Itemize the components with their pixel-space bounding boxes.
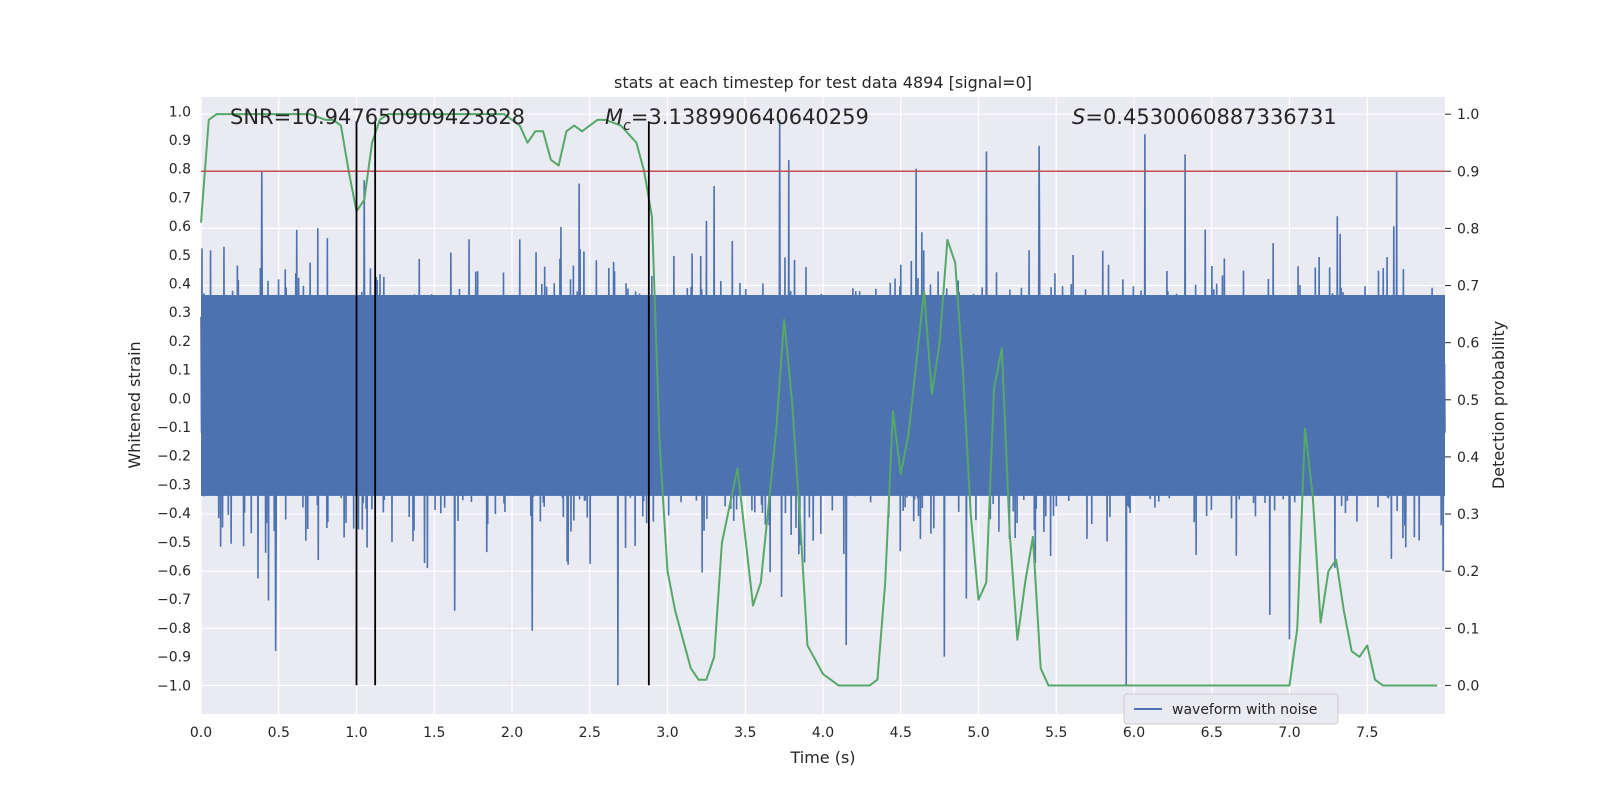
waveform-series [200,119,1446,686]
waveform-core-band [201,295,1445,496]
mc-symbol: M [605,105,623,129]
x-tick-label: 4.5 [890,725,912,741]
s-symbol: S [1072,105,1085,129]
y-tick-label: 0.0 [169,391,191,407]
x-tick-label: 5.5 [1045,725,1067,741]
y-tick-label: 0.6 [169,219,191,235]
x-tick-label: 3.0 [656,725,678,741]
x-tick-label: 1.5 [423,725,445,741]
chart-title: stats at each timestep for test data 489… [614,73,1032,92]
detection-probability-line [200,113,1438,687]
x-tick-label: 5.0 [967,725,989,741]
axis-ticks: 0.0 0.5 1.0 1.5 2.0 2.5 3.0 3.5 4.0 4.5 5.0 5.5 6.0 6… [157,104,1479,741]
x-tick-label: 2.5 [579,725,601,741]
y-tick-label: 0.1 [169,363,191,379]
mc-subscript: c [623,118,631,134]
y-tick-label: 0.3 [169,305,191,321]
y-tick-label: −0.8 [157,621,191,637]
x-tick-label: 0.5 [268,725,290,741]
y2-tick-label: 0.4 [1457,450,1479,466]
y-axis-label: Whitened strain [125,341,144,468]
chirp-mass-annotation: Mc=3.138990640640259 [605,105,869,134]
y-tick-label: 1.0 [169,104,191,120]
y-tick-label: −0.5 [157,535,191,551]
y-tick-label: 0.8 [169,162,191,178]
y-tick-label: 0.4 [169,277,191,293]
y2-tick-label: 0.2 [1457,564,1479,580]
x-axis-label: Time (s) [789,748,855,767]
y2-tick-label: 0.0 [1457,678,1479,694]
x-tick-label: 1.0 [345,725,367,741]
y-tick-label: −0.2 [157,449,191,465]
legend-box [1123,693,1339,725]
x-tick-label: 7.5 [1356,725,1378,741]
y-tick-label: −0.9 [157,650,191,666]
snr-annotation: SNR=10.947650909423828 [230,105,525,129]
y-tick-label: 0.7 [169,190,191,206]
y2-tick-label: 0.8 [1457,221,1479,237]
y-tick-label: 0.9 [169,133,191,149]
detection-probability-series [200,113,1438,687]
s-value: =0.4530060887336731 [1085,105,1336,129]
y-tick-label: −0.6 [157,564,191,580]
reference-lines [201,121,1445,686]
y2-axis-label: Detection probability [1489,321,1508,489]
legend: waveform with noise [1123,693,1339,725]
x-tick-label: 6.5 [1201,725,1223,741]
y2-tick-label: 0.9 [1457,164,1479,180]
y2-tick-label: 0.5 [1457,393,1479,409]
y-tick-label: 0.2 [169,334,191,350]
y-tick-label: −0.3 [157,477,191,493]
x-tick-label: 7.0 [1278,725,1300,741]
y2-tick-label: 0.7 [1457,279,1479,295]
legend-label: waveform with noise [1172,702,1317,718]
x-tick-label: 2.0 [501,725,523,741]
mc-value: =3.138990640640259 [631,105,869,129]
y-tick-label: −0.1 [157,420,191,436]
y2-tick-label: 1.0 [1457,107,1479,123]
y2-tick-label: 0.1 [1457,621,1479,637]
sensitivity-annotation: S=0.4530060887336731 [1072,105,1337,129]
y-tick-label: 0.5 [169,248,191,264]
y2-tick-label: 0.3 [1457,507,1479,523]
x-tick-label: 0.0 [190,725,212,741]
x-tick-label: 6.0 [1123,725,1145,741]
x-tick-label: 3.5 [734,725,756,741]
y-tick-label: −0.7 [157,592,191,608]
x-tick-label: 4.0 [812,725,834,741]
y-tick-label: −0.4 [157,506,191,522]
y-tick-label: −1.0 [157,678,191,694]
y2-tick-label: 0.6 [1457,336,1479,352]
